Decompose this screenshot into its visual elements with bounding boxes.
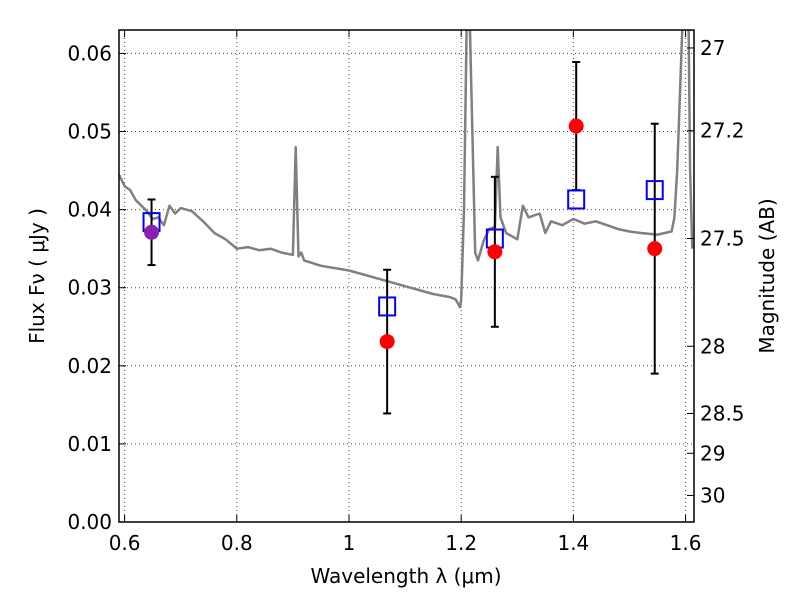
observed-point (379, 334, 395, 350)
right-tick-label: 27 (700, 36, 725, 60)
plot-area (119, 30, 694, 522)
y-tick-label: 0.06 (67, 41, 112, 65)
y-axis: 0.00 0.01 0.02 0.03 0.04 0.05 0.06 (67, 41, 126, 534)
right-axis: 27 27.2 27.5 28 28.5 29 30 (687, 36, 745, 507)
observed-point (487, 244, 503, 260)
observed-point (144, 224, 160, 240)
model-band-points (142, 180, 664, 317)
x-axis: 0.6 0.8 1 1.2 1.4 1.6 (109, 30, 702, 555)
right-tick-label: 29 (700, 441, 725, 465)
observed-point (568, 118, 584, 134)
y-tick-label: 0.05 (67, 120, 112, 144)
right-tick-label: 27.2 (700, 119, 745, 143)
right-tick-label: 28.5 (700, 401, 745, 425)
x-tick-label: 0.8 (221, 531, 253, 555)
y-tick-label: 0.03 (67, 276, 112, 300)
x-tick-label: 1.6 (670, 531, 702, 555)
model-spectrum-line (119, 30, 694, 309)
y-tick-label: 0.02 (67, 354, 112, 378)
right-tick-label: 30 (700, 483, 725, 507)
x-tick-label: 0.6 (109, 531, 141, 555)
right-axis-title: Magnitude (AB) (755, 198, 779, 353)
model-band-square (645, 180, 664, 201)
observed-points (144, 118, 663, 350)
x-axis-title: Wavelength λ (μm) (310, 564, 501, 588)
plot-frame (118, 29, 695, 523)
right-tick-label: 28 (700, 334, 725, 358)
x-tick-label: 1.2 (445, 531, 477, 555)
right-tick-label: 27.5 (700, 227, 745, 251)
model-band-square (378, 296, 397, 317)
y-tick-label: 0.04 (67, 198, 112, 222)
model-band-square (567, 189, 586, 210)
observed-point (647, 241, 663, 257)
x-tick-label: 1.4 (557, 531, 589, 555)
y-tick-label: 0.00 (67, 510, 112, 534)
model-spectrum-layer (119, 30, 694, 309)
y-axis-title: Flux Fν ( μJy ) (25, 208, 49, 344)
y-tick-label: 0.01 (67, 432, 112, 456)
x-tick-label: 1 (343, 531, 356, 555)
